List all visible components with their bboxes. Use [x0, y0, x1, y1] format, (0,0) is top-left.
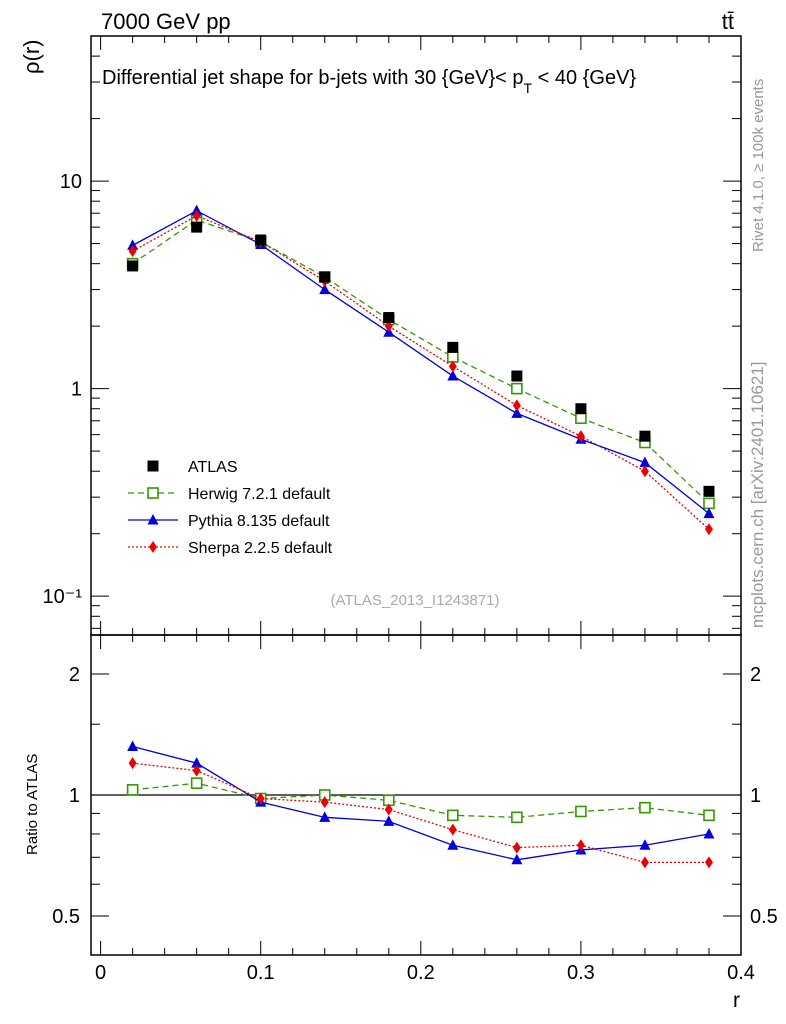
legend-label: Sherpa 2.2.5 default	[188, 540, 333, 557]
ratio-data-point	[192, 764, 201, 777]
ratio-data-point	[256, 792, 265, 805]
ratio-series-2	[128, 757, 713, 869]
ratio-data-point	[127, 740, 139, 752]
header-left-label: 7000 GeV pp	[101, 9, 231, 34]
data-point	[447, 370, 459, 381]
x-tick-label: 0.2	[407, 962, 435, 984]
atlas-data-point	[703, 485, 715, 497]
ratio-data-point	[575, 805, 587, 818]
ratio-data-point	[191, 757, 203, 768]
chart-title-end: < 40 {GeV}	[532, 67, 636, 89]
data-point	[384, 320, 393, 333]
data-point	[704, 523, 713, 536]
ratio-data-point	[576, 839, 585, 852]
data-point	[127, 239, 139, 250]
data-point	[576, 430, 585, 443]
data-point	[448, 360, 457, 373]
chart-title-main: Differential jet shape for b-jets with 3…	[102, 67, 524, 89]
ratio-data-point	[703, 827, 715, 839]
series-line	[132, 215, 710, 530]
ratio-data-point	[511, 853, 523, 865]
data-point	[192, 209, 201, 222]
data-point	[512, 399, 521, 412]
legend-marker	[147, 487, 159, 499]
ratio-y-tick-label-right: 0.5	[750, 906, 778, 928]
ratio-data-point	[319, 811, 331, 822]
mcplots-label: mcplots.cern.ch [arXiv:2401.10621]	[748, 362, 767, 628]
ratio-data-point	[512, 841, 521, 854]
data-point	[511, 407, 523, 418]
analysis-label: (ATLAS_2013_I1243871)	[330, 592, 499, 609]
ratio-data-point	[704, 856, 713, 869]
atlas-data-point	[383, 312, 395, 324]
ratio-data-point	[128, 757, 137, 770]
atlas-data-point	[639, 430, 651, 442]
series-line	[132, 209, 710, 515]
chart-title-subscript: T	[524, 80, 533, 96]
legend-marker	[149, 541, 157, 553]
legend-label: Pythia 8.135 default	[188, 513, 330, 530]
atlas-data-point	[319, 271, 331, 283]
atlas-data-point	[511, 370, 523, 382]
data-point	[319, 283, 331, 295]
atlas-data-point	[575, 403, 587, 415]
ratio-y-tick-label: 1	[69, 785, 80, 807]
ratio-data-point	[639, 839, 651, 850]
ratio-series-line	[132, 762, 709, 863]
ratio-data-point	[511, 811, 523, 824]
data-point	[511, 382, 523, 395]
atlas-data-series	[127, 221, 715, 497]
atlas-data-point	[447, 341, 459, 353]
chart-title: Differential jet shape for b-jets with 3…	[102, 67, 636, 96]
ratio-data-point	[190, 777, 203, 789]
legend-label: ATLAS	[188, 459, 238, 476]
ratio-series-line	[132, 745, 710, 861]
main-y-tick-label: 10	[60, 171, 82, 193]
ratio-y-tick-label: 2	[69, 664, 80, 686]
ratio-y-tick-label-right: 1	[750, 785, 761, 807]
ratio-data-point	[640, 856, 649, 869]
main-y-tick-label: 1	[71, 379, 82, 401]
x-tick-label: 0.1	[247, 962, 275, 984]
rivet-version-label: Rivet 4.1.0, ≥ 100k events	[750, 79, 767, 252]
main-y-tick-label: 10⁻¹	[43, 586, 83, 608]
ratio-series-0	[126, 777, 715, 824]
series-line	[132, 219, 710, 504]
ratio-data-point	[639, 801, 651, 814]
main-y-axis-label: ρ(r)	[19, 40, 44, 75]
header-right-label: tt̄	[722, 9, 734, 34]
ratio-data-point	[320, 796, 329, 809]
ratio-data-point	[384, 803, 393, 816]
ratio-y-tick-label: 0.5	[52, 906, 80, 928]
ratio-y-axis-label: Ratio to ATLAS	[24, 754, 41, 855]
legend-label: Herwig 7.2.1 default	[188, 486, 331, 503]
ratio-data-point	[447, 839, 459, 850]
x-axis-label: r	[733, 989, 740, 1012]
ratio-data-point	[703, 809, 715, 822]
legend-marker	[147, 460, 159, 472]
ratio-series-line	[132, 782, 710, 818]
ratio-data-point	[126, 784, 139, 796]
data-point	[575, 412, 587, 425]
ratio-data-point	[447, 809, 459, 822]
x-tick-label: 0.3	[567, 962, 595, 984]
ratio-series-1	[127, 740, 715, 865]
atlas-data-point	[191, 221, 203, 233]
ratio-data-point	[383, 815, 395, 826]
data-point	[640, 465, 649, 478]
data-point	[703, 507, 715, 519]
data-point	[703, 497, 715, 510]
atlas-data-point	[255, 234, 267, 246]
ratio-y-tick-label-right: 2	[750, 664, 761, 686]
data-point	[639, 456, 651, 468]
legend: ATLAS Herwig 7.2.1 default Pythia 8.135 de…	[128, 459, 333, 557]
legend-marker	[147, 514, 159, 525]
x-tick-label: 0.4	[727, 962, 755, 984]
atlas-data-point	[127, 260, 139, 272]
ratio-data-point	[448, 823, 457, 836]
data-point	[128, 245, 137, 258]
x-tick-label: 0	[95, 962, 106, 984]
